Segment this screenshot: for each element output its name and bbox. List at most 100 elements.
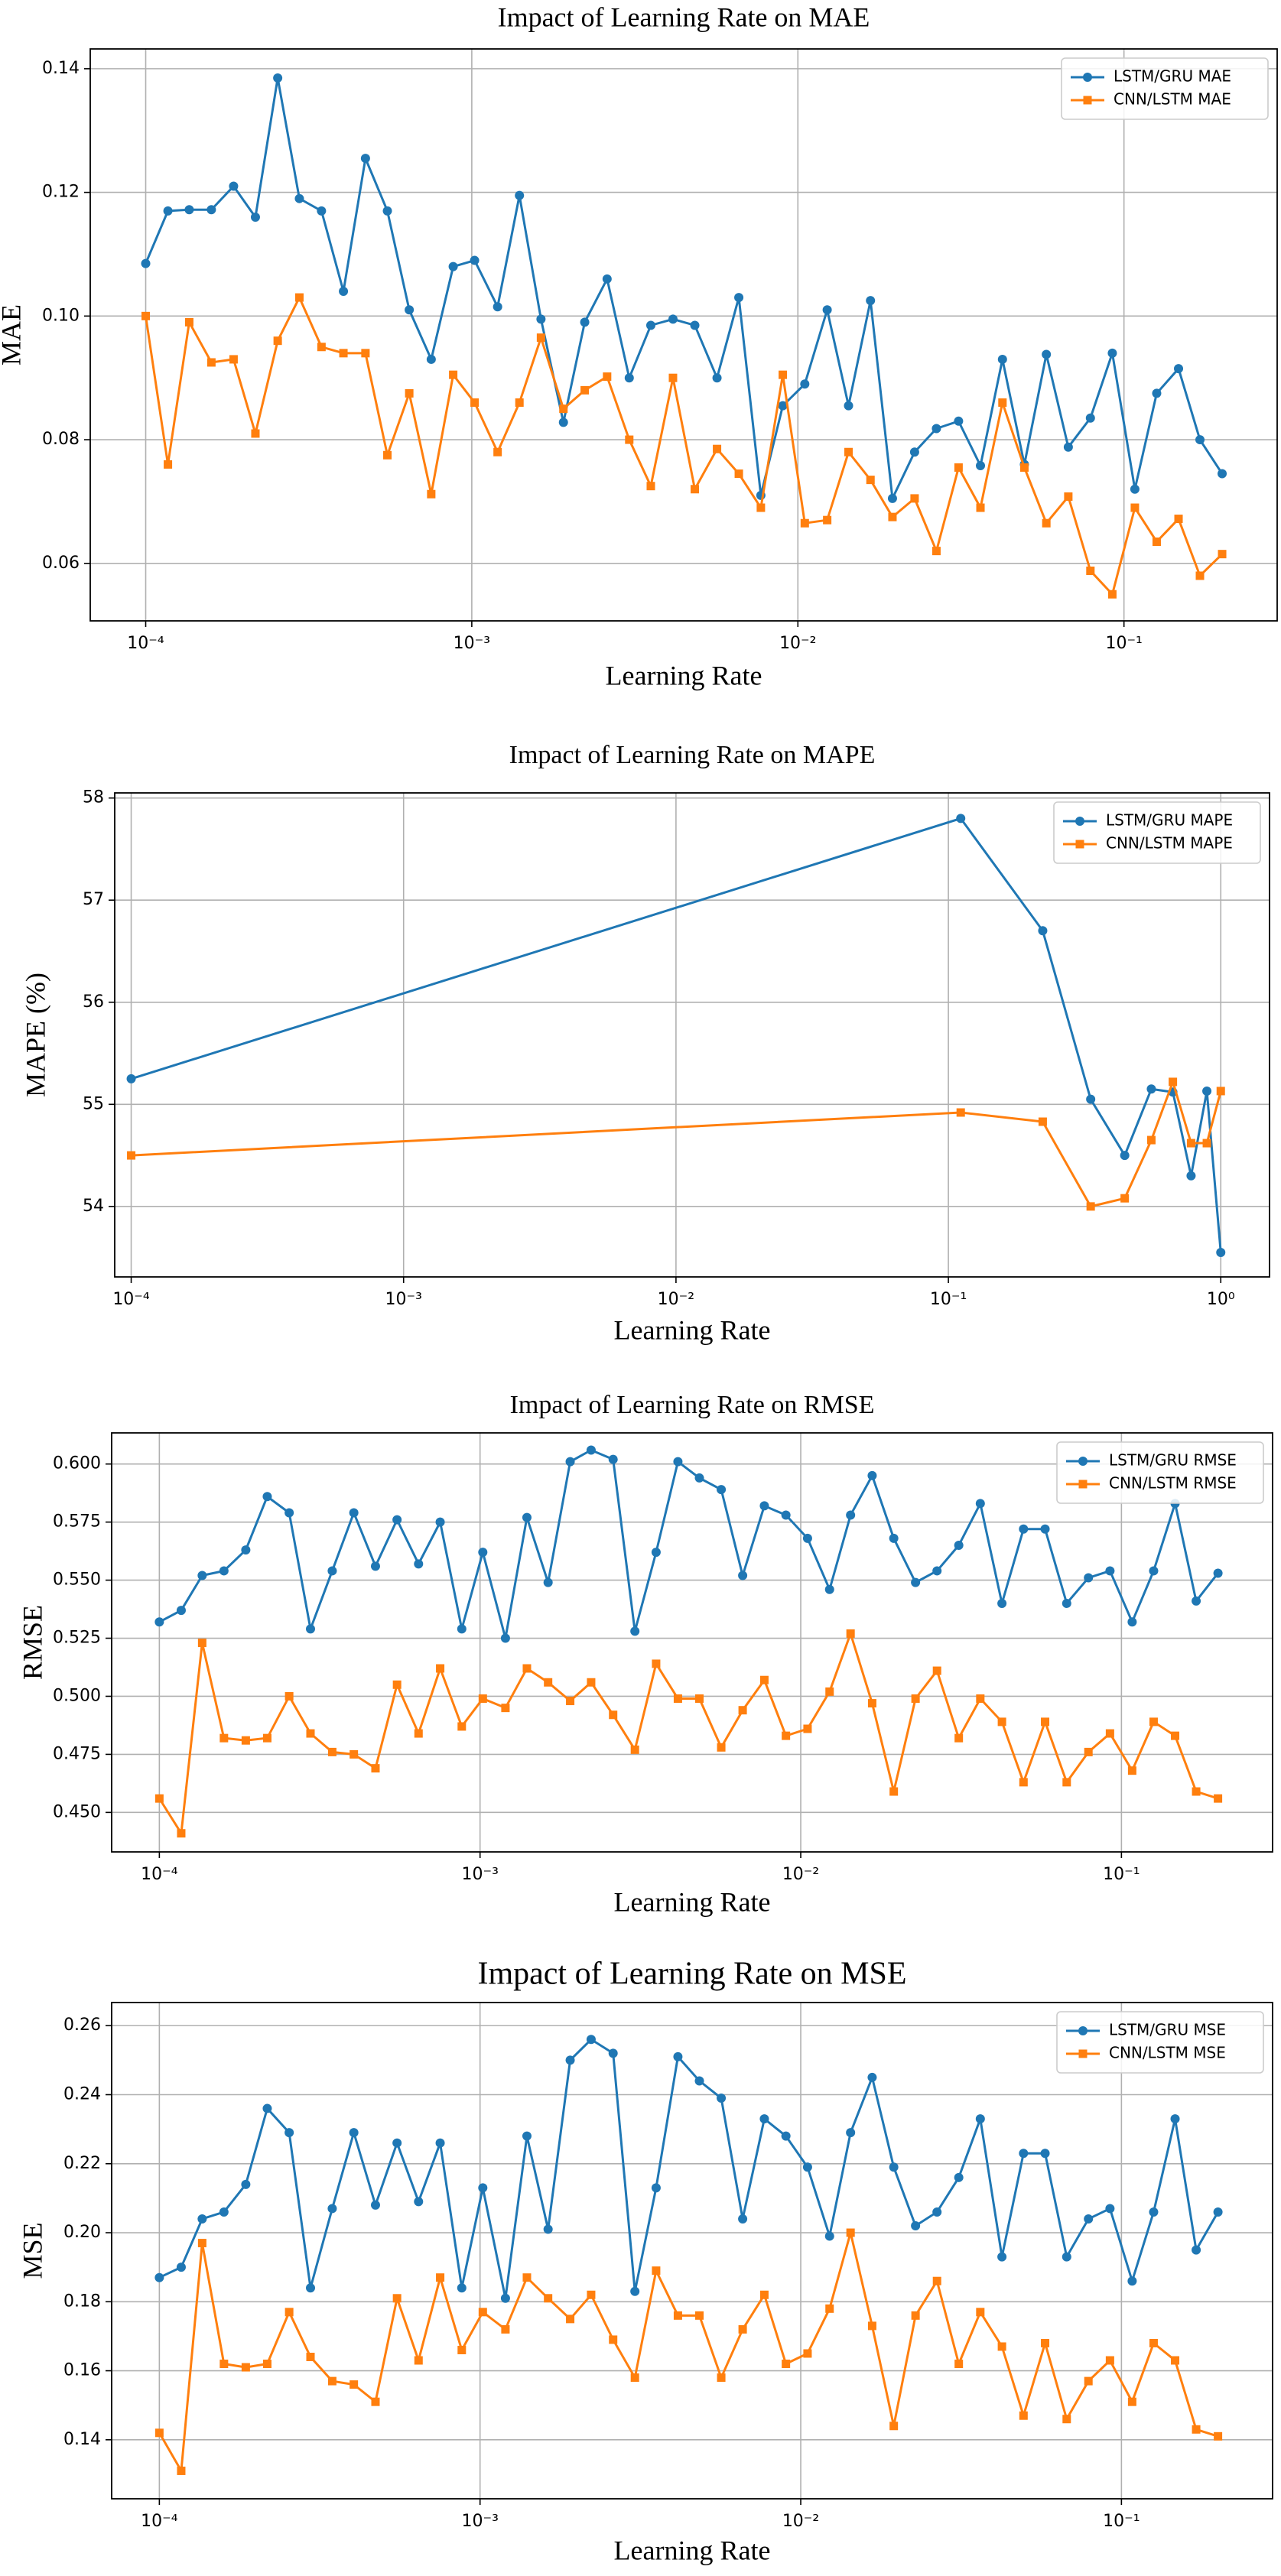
- y-tick-label: 55: [83, 1094, 104, 1113]
- marker: [1218, 550, 1227, 559]
- marker: [931, 424, 941, 434]
- marker: [782, 1731, 791, 1740]
- x-axis-label: Learning Rate: [606, 660, 762, 690]
- x-tick-label: 10⁻³: [461, 2512, 498, 2531]
- y-tick-label: 0.475: [53, 1744, 101, 1763]
- marker: [284, 1691, 294, 1701]
- marker: [327, 2204, 337, 2214]
- marker: [668, 373, 678, 382]
- marker: [997, 2342, 1006, 2351]
- marker: [262, 1733, 271, 1743]
- marker: [691, 485, 700, 494]
- marker: [802, 1533, 812, 1543]
- marker: [536, 333, 545, 343]
- marker: [163, 206, 173, 216]
- x-tick-label: 10⁰: [1207, 1290, 1235, 1309]
- marker: [673, 2311, 682, 2320]
- marker: [652, 1659, 661, 1668]
- marker: [457, 1722, 467, 1731]
- marker: [1078, 1480, 1088, 1489]
- x-axis-label: Learning Rate: [614, 2535, 771, 2565]
- marker: [370, 2200, 380, 2210]
- marker: [435, 1517, 445, 1527]
- marker: [522, 1512, 532, 1522]
- marker: [558, 417, 568, 427]
- marker: [759, 2114, 769, 2124]
- marker: [1105, 1729, 1114, 1738]
- marker: [219, 1733, 229, 1743]
- marker: [1127, 1617, 1137, 1627]
- marker: [543, 1577, 553, 1587]
- series-line: [131, 817, 1222, 1253]
- y-tick-label: 0.16: [63, 2361, 101, 2380]
- marker: [1083, 96, 1092, 105]
- marker: [1042, 518, 1051, 528]
- legend-label: LSTM/GRU MAPE: [1106, 811, 1233, 830]
- marker: [427, 489, 436, 499]
- marker: [1171, 2356, 1180, 2365]
- marker: [522, 2273, 532, 2282]
- marker: [478, 1548, 488, 1558]
- marker: [350, 2380, 359, 2389]
- marker: [997, 1598, 1007, 1608]
- marker: [1218, 469, 1227, 479]
- marker: [1127, 2397, 1136, 2406]
- marker: [361, 349, 370, 358]
- marker: [956, 814, 966, 823]
- marker: [1149, 1717, 1158, 1727]
- marker: [580, 385, 590, 395]
- marker: [1149, 1566, 1159, 1576]
- marker: [694, 1473, 704, 1483]
- marker: [493, 302, 502, 312]
- marker: [782, 2360, 791, 2369]
- marker: [609, 1710, 618, 1720]
- marker: [294, 293, 304, 302]
- marker: [1084, 2376, 1093, 2386]
- marker: [1202, 1139, 1211, 1148]
- marker: [997, 2252, 1007, 2262]
- marker: [339, 286, 349, 296]
- marker: [781, 1510, 791, 1520]
- marker: [1130, 503, 1140, 512]
- marker: [493, 447, 502, 456]
- marker: [587, 2290, 596, 2299]
- marker: [867, 1470, 877, 1480]
- marker: [888, 512, 897, 521]
- marker: [1062, 1778, 1071, 1787]
- y-tick-label: 0.12: [42, 183, 80, 202]
- marker: [1086, 566, 1095, 575]
- x-tick-label: 10⁻⁴: [127, 634, 164, 653]
- marker: [219, 2207, 229, 2217]
- marker: [435, 2138, 445, 2148]
- marker: [624, 373, 634, 383]
- marker: [673, 2051, 683, 2061]
- marker: [846, 2228, 855, 2237]
- marker: [250, 212, 260, 222]
- marker: [197, 1639, 206, 1648]
- legend-label: CNN/LSTM MAPE: [1106, 834, 1233, 853]
- marker: [976, 503, 985, 512]
- marker: [1186, 1171, 1196, 1181]
- y-tick-label: 0.20: [63, 2223, 101, 2242]
- marker: [1105, 2356, 1114, 2365]
- marker: [1213, 2207, 1223, 2217]
- marker: [956, 1108, 965, 1117]
- x-tick-label: 10⁻⁴: [141, 2512, 178, 2531]
- marker: [284, 1508, 294, 1518]
- marker: [1084, 1747, 1093, 1756]
- marker: [1149, 2338, 1158, 2347]
- marker: [630, 1745, 639, 1754]
- y-tick-label: 0.600: [53, 1454, 101, 1473]
- marker: [177, 1829, 186, 1838]
- marker: [717, 1743, 726, 1752]
- y-tick-label: 0.525: [53, 1629, 101, 1648]
- marker: [1064, 492, 1073, 501]
- marker: [559, 404, 568, 414]
- x-tick-label: 10⁻¹: [1103, 1865, 1140, 1884]
- chart-title: Impact of Learning Rate on MAE: [498, 2, 870, 32]
- marker: [1038, 1117, 1047, 1126]
- marker: [360, 154, 370, 164]
- y-axis-label: MAPE (%): [20, 973, 50, 1097]
- marker: [1040, 2149, 1050, 2159]
- marker: [1192, 2245, 1201, 2255]
